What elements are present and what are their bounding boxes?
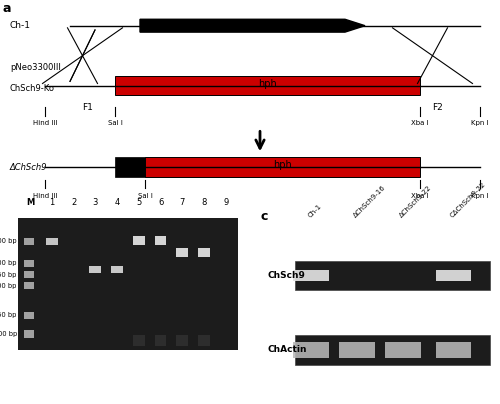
- Text: Sal I: Sal I: [108, 120, 122, 126]
- Text: ChSch9: ChSch9: [268, 271, 305, 280]
- Text: 2000 bp: 2000 bp: [0, 238, 17, 244]
- Text: c: c: [260, 210, 268, 223]
- Text: Hind III: Hind III: [33, 193, 57, 199]
- Bar: [24, 238, 34, 244]
- Text: 9: 9: [224, 198, 228, 207]
- Bar: [133, 236, 144, 244]
- Bar: [295, 261, 490, 290]
- Bar: [115, 158, 145, 177]
- Text: 500 bp: 500 bp: [0, 283, 17, 289]
- Text: F1: F1: [82, 103, 93, 112]
- Text: hph: hph: [258, 78, 277, 88]
- Text: 4: 4: [114, 198, 119, 207]
- Text: 2: 2: [71, 198, 76, 207]
- Text: ΔChSch9: ΔChSch9: [10, 162, 48, 172]
- Text: 250 bp: 250 bp: [0, 312, 17, 318]
- Text: ChSch9-Ko: ChSch9-Ko: [10, 84, 55, 93]
- Text: Hind III: Hind III: [33, 120, 57, 126]
- Bar: [18, 218, 238, 350]
- Text: pNeo3300III: pNeo3300III: [10, 63, 61, 72]
- Text: Kpn I: Kpn I: [471, 193, 489, 199]
- Text: a: a: [2, 2, 11, 15]
- Text: ΔChSch9-22: ΔChSch9-22: [399, 185, 433, 219]
- Text: 1: 1: [49, 198, 54, 207]
- Bar: [154, 335, 166, 346]
- FancyArrow shape: [140, 19, 365, 32]
- Text: Ch-1: Ch-1: [307, 203, 322, 219]
- Bar: [198, 335, 210, 346]
- Text: ChActin: ChActin: [268, 345, 307, 354]
- Bar: [24, 312, 34, 319]
- Text: 750 bp: 750 bp: [0, 271, 17, 278]
- Bar: [176, 335, 188, 346]
- Text: F2: F2: [432, 103, 443, 112]
- Text: ChSch9: ChSch9: [240, 0, 280, 2]
- Text: 6: 6: [158, 198, 164, 207]
- Text: Sal I: Sal I: [138, 193, 152, 199]
- Bar: [24, 330, 34, 337]
- Bar: [24, 271, 34, 278]
- Text: M: M: [26, 198, 34, 207]
- Bar: [295, 335, 490, 365]
- Text: CΔChSch9-22: CΔChSch9-22: [450, 181, 487, 219]
- Text: 7: 7: [180, 198, 185, 207]
- Bar: [154, 236, 166, 244]
- Bar: [145, 158, 420, 177]
- Bar: [111, 266, 123, 274]
- Text: 8: 8: [202, 198, 207, 207]
- Text: 1000 bp: 1000 bp: [0, 260, 17, 266]
- Bar: [133, 335, 144, 346]
- Bar: [339, 342, 375, 358]
- Text: 100 bp: 100 bp: [0, 331, 17, 337]
- Bar: [46, 238, 58, 244]
- Bar: [176, 248, 188, 257]
- Text: hph: hph: [273, 160, 292, 170]
- Text: Kpn I: Kpn I: [471, 120, 489, 126]
- Bar: [436, 270, 472, 281]
- Text: Xba I: Xba I: [411, 193, 429, 199]
- Bar: [436, 342, 472, 358]
- Bar: [24, 260, 34, 267]
- Bar: [198, 248, 210, 257]
- Bar: [115, 76, 420, 95]
- Text: ΔChSch9-16: ΔChSch9-16: [353, 184, 387, 219]
- Text: 5: 5: [136, 198, 141, 207]
- Bar: [90, 266, 101, 274]
- Bar: [293, 342, 329, 358]
- Bar: [24, 282, 34, 289]
- Text: Ch-1: Ch-1: [10, 21, 31, 30]
- Text: Xba I: Xba I: [411, 120, 429, 126]
- Bar: [293, 270, 329, 281]
- Bar: [385, 342, 421, 358]
- Text: 3: 3: [92, 198, 98, 207]
